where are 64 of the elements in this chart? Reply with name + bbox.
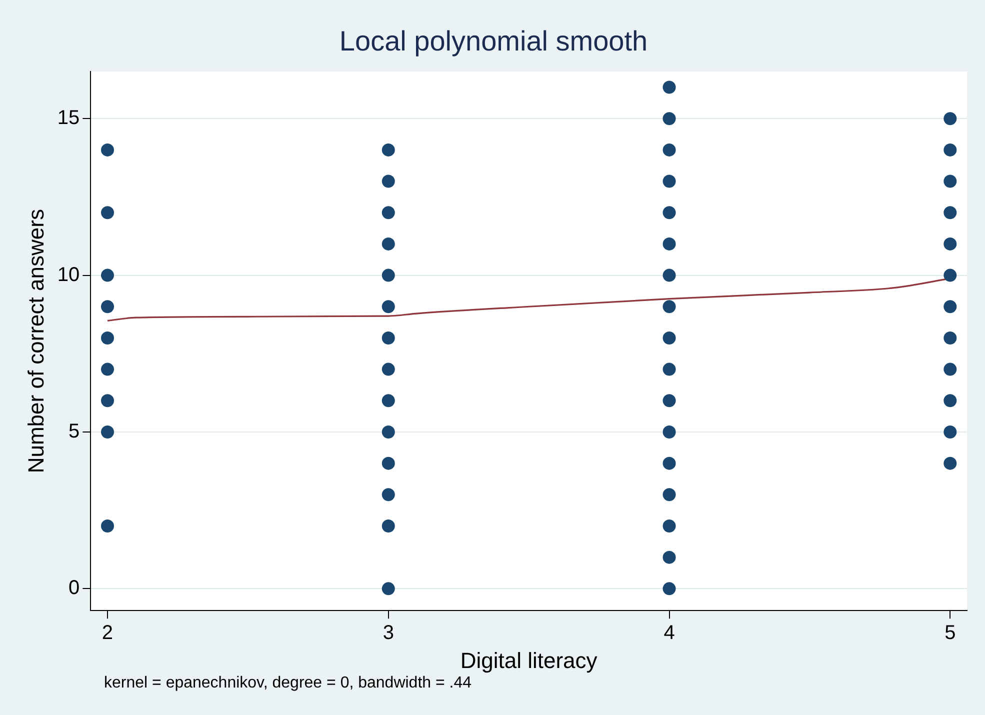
- point: [662, 456, 676, 470]
- x-tick-label: 2: [102, 622, 114, 644]
- point: [944, 143, 957, 156]
- point: [662, 268, 676, 282]
- point: [662, 112, 676, 126]
- point: [662, 174, 676, 188]
- point: [101, 206, 114, 220]
- point: [944, 394, 957, 408]
- point: [101, 425, 114, 438]
- point: [382, 519, 395, 532]
- point: [944, 206, 957, 220]
- y-tick-label: 5: [68, 420, 80, 442]
- x-tick-label: 5: [944, 622, 956, 644]
- point: [944, 425, 957, 438]
- y-axis-title: Number of correct answers: [23, 209, 48, 474]
- x-tick-label: 3: [382, 622, 394, 644]
- point: [944, 456, 957, 470]
- point: [662, 206, 676, 220]
- point: [382, 143, 395, 156]
- point: [944, 112, 957, 126]
- point: [944, 237, 957, 250]
- point: [382, 582, 395, 596]
- point: [382, 394, 395, 408]
- point: [662, 488, 676, 502]
- y-tick-label: 10: [57, 264, 80, 286]
- point: [382, 206, 395, 220]
- x-tick-label: 4: [664, 622, 675, 644]
- point: [662, 394, 676, 408]
- point: [101, 519, 114, 532]
- point: [101, 143, 114, 156]
- point: [101, 300, 114, 314]
- point: [382, 456, 395, 470]
- point: [101, 268, 114, 282]
- x-axis-title: Digital literacy: [460, 648, 598, 673]
- point: [662, 80, 676, 94]
- point: [101, 362, 114, 376]
- point: [662, 582, 676, 596]
- point: [382, 237, 395, 250]
- point: [944, 268, 957, 282]
- point: [382, 331, 395, 344]
- point: [662, 143, 676, 156]
- point: [382, 362, 395, 376]
- point: [101, 394, 114, 408]
- point: [944, 331, 957, 344]
- point: [944, 300, 957, 314]
- point: [662, 519, 676, 532]
- point: [382, 488, 395, 502]
- y-tick-label: 0: [68, 577, 80, 600]
- point: [382, 174, 395, 188]
- point: [944, 174, 957, 188]
- point: [662, 300, 676, 314]
- y-tick-label: 15: [57, 107, 80, 130]
- point: [662, 331, 676, 344]
- point: [382, 425, 395, 438]
- point: [662, 237, 676, 250]
- point: [944, 362, 957, 376]
- point: [382, 268, 395, 282]
- point: [662, 362, 676, 376]
- point: [662, 550, 676, 564]
- chart-title: Local polynomial smooth: [339, 26, 648, 57]
- point: [662, 425, 676, 438]
- point: [101, 331, 114, 344]
- text: kernel = epanechnikov, degree = 0, bandwidth = .44: [104, 674, 472, 692]
- point: [382, 300, 395, 314]
